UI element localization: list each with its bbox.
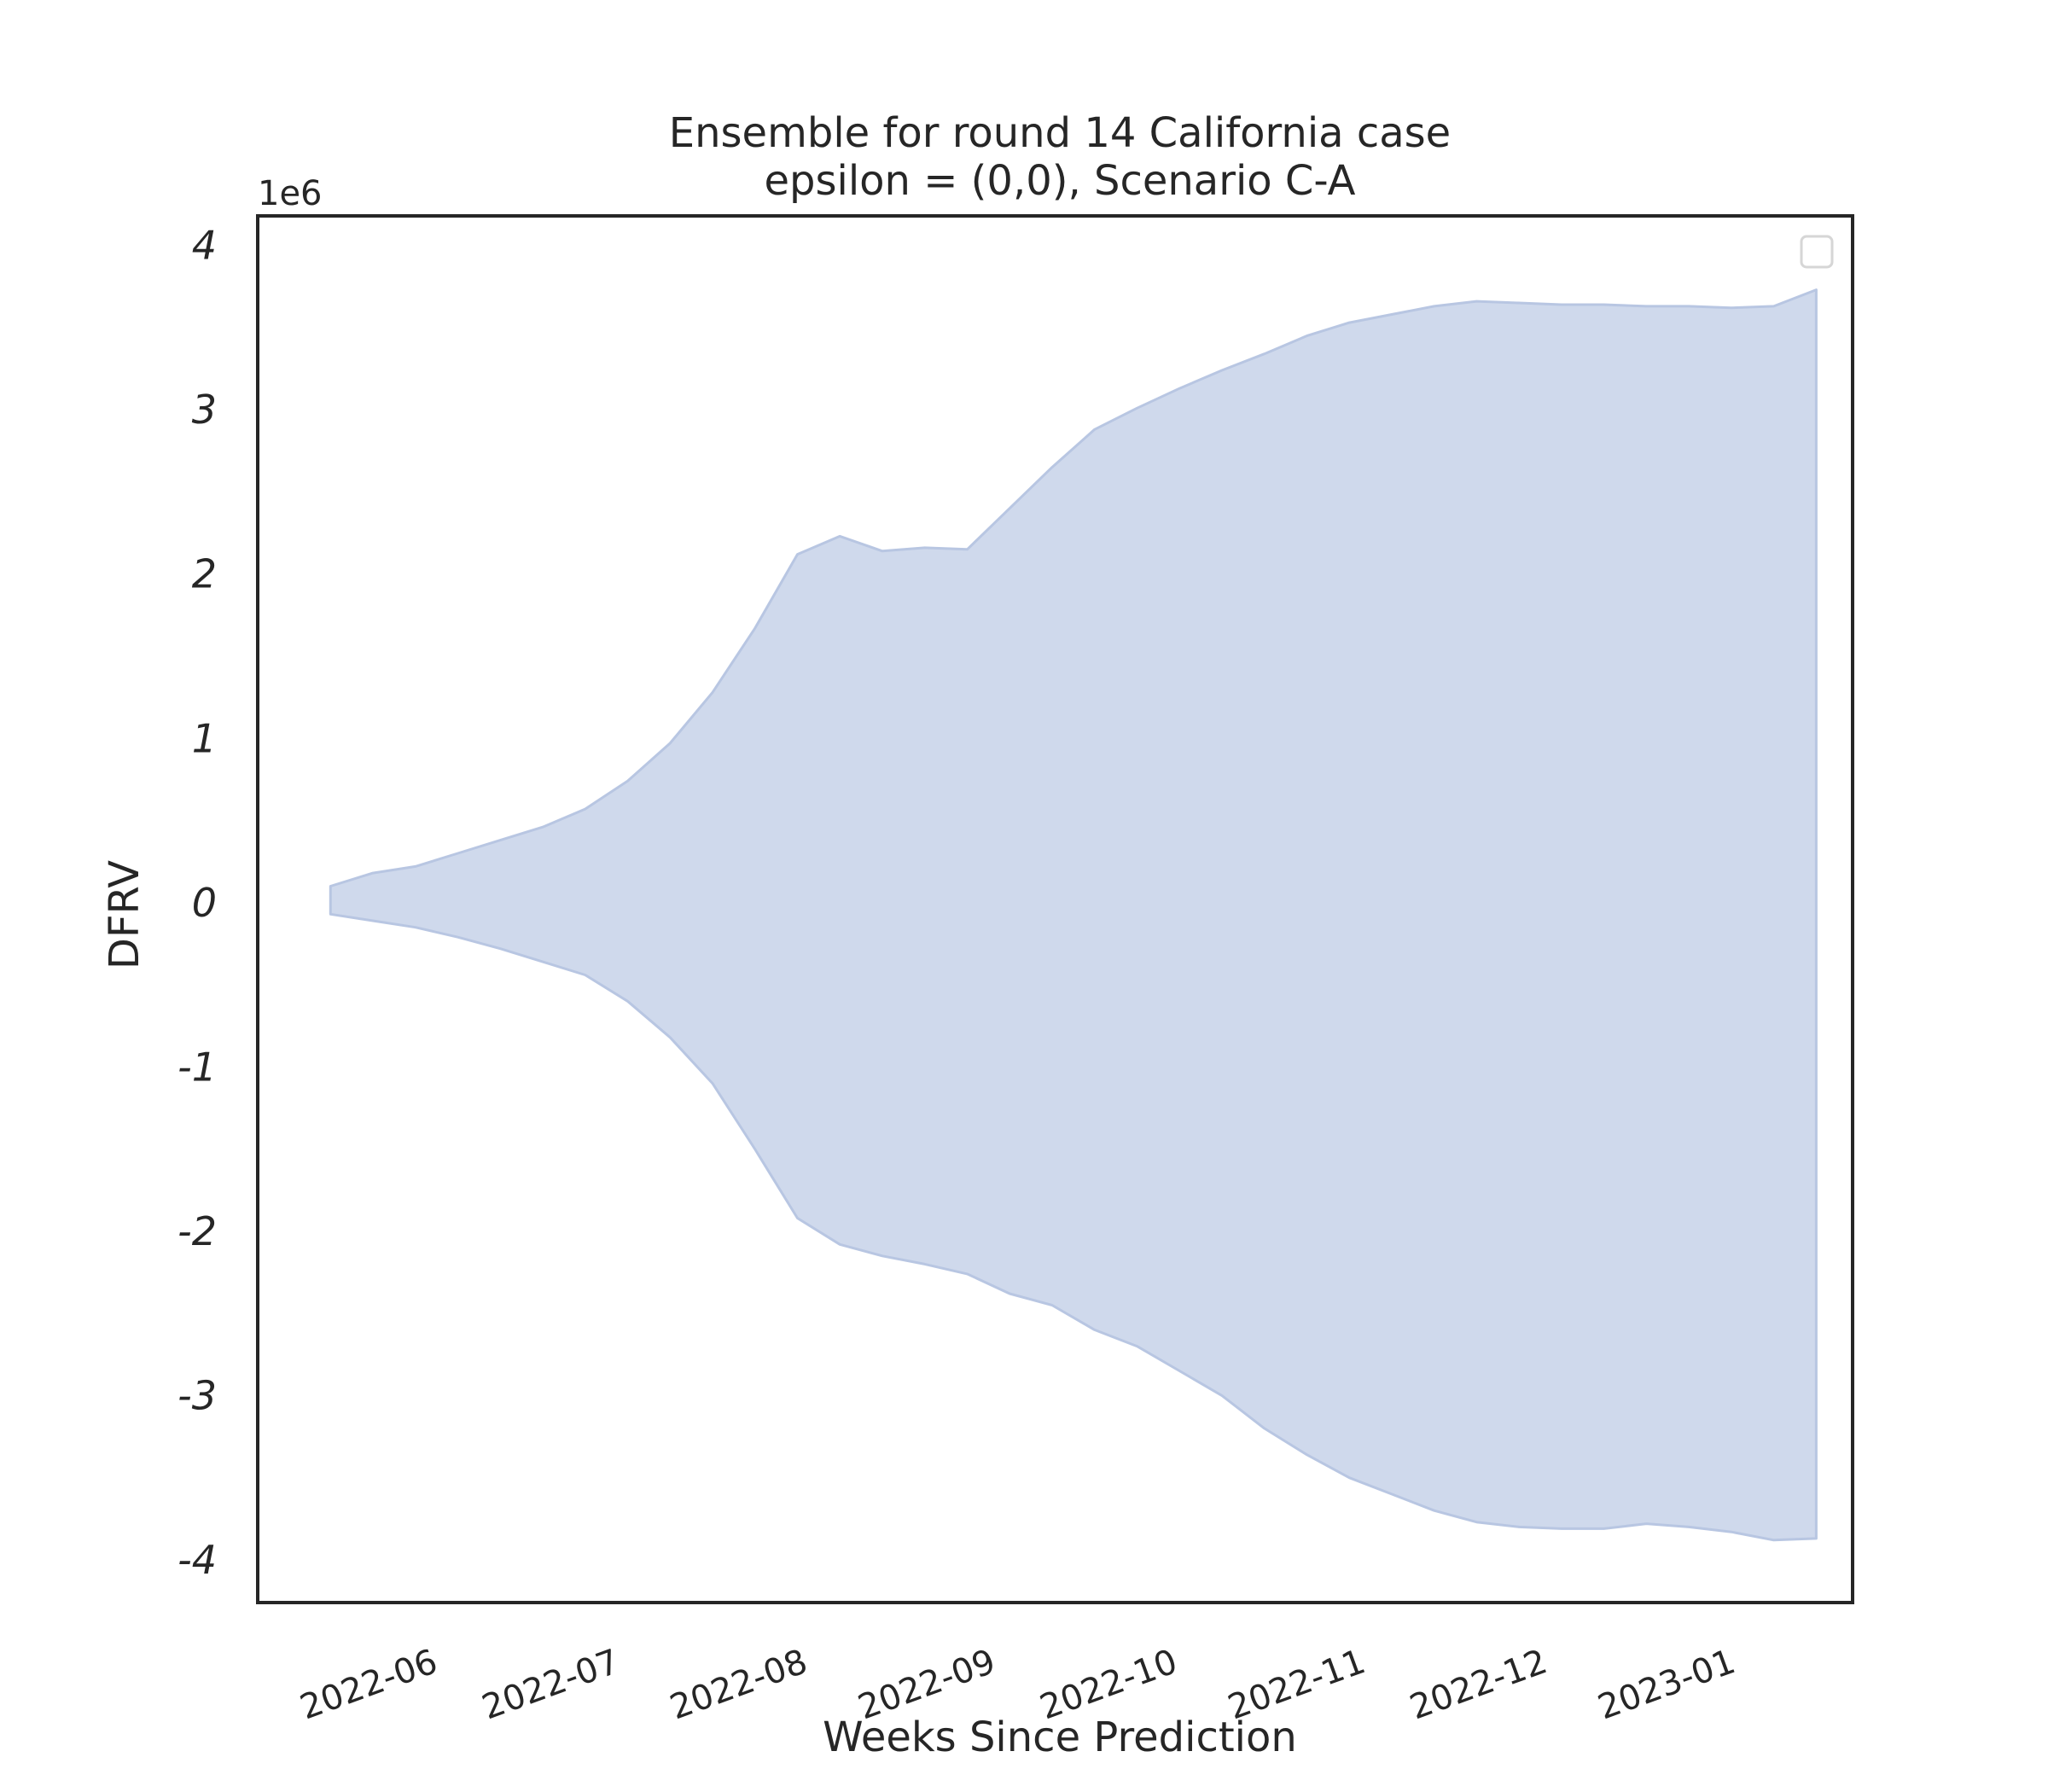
y-tick-label: -3 (177, 1372, 217, 1418)
plot-frame (256, 214, 1854, 1604)
y-offset-label: 1e6 (258, 174, 323, 213)
y-axis: 4 3 2 1 0 -1 -2 -3 -4 (177, 223, 217, 1583)
legend (1800, 235, 1834, 269)
y-tick-label: -4 (177, 1537, 217, 1583)
y-tick-label: -1 (177, 1044, 217, 1090)
uncertainty-band (329, 288, 1818, 1542)
legend-box (1800, 235, 1834, 269)
plot-area (256, 214, 1854, 1604)
y-tick-label: 2 (192, 551, 217, 597)
y-axis-label: DFRV (101, 860, 148, 969)
chart-subtitle: epsilon = (0,0), Scenario C-A (764, 157, 1355, 205)
x-axis-label: Weeks Since Prediction (823, 1713, 1297, 1761)
chart-title: Ensemble for round 14 California case (669, 109, 1451, 157)
y-tick-label: 1 (192, 715, 217, 761)
y-tick-label: 4 (192, 223, 217, 269)
y-tick-label: 3 (192, 387, 217, 433)
y-tick-label: 0 (192, 880, 217, 926)
y-tick-label: -2 (177, 1208, 217, 1254)
